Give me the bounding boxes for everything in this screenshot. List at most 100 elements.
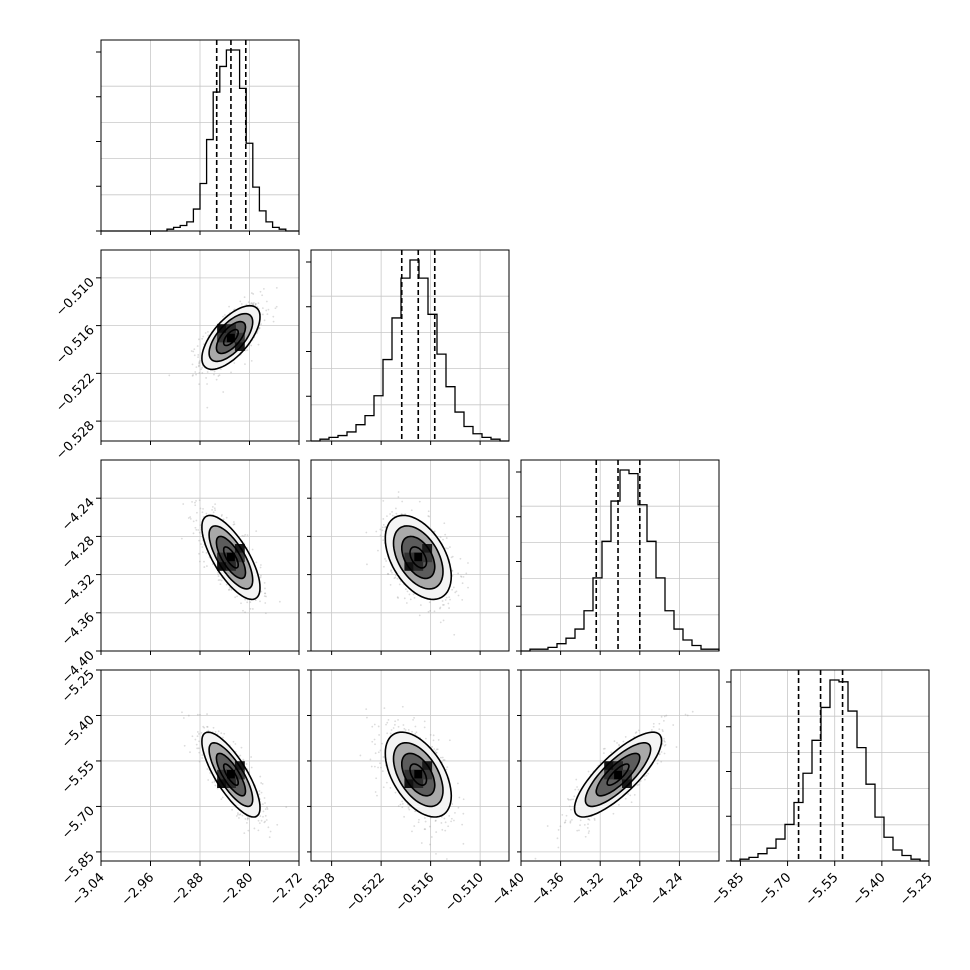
scatter-point [244,818,247,820]
scatter-point [396,596,399,599]
scatter-point [209,772,212,774]
scatter-point [385,781,388,784]
scatter-point [263,592,266,595]
y-tick-label: −5.70 [59,804,98,843]
scatter-point [264,602,267,604]
scatter-panel-0-3 [100,669,300,862]
scatter-point [206,371,209,373]
panel-frame [520,459,720,652]
scatter-point [198,364,200,367]
scatter-point [379,762,381,765]
scatter-point [236,595,238,598]
scatter-point [386,572,389,575]
scatter-point [652,725,655,728]
scatter-point [385,560,388,562]
scatter-point [182,503,185,505]
scatter-point [661,729,664,731]
density-cell [422,544,433,554]
x-tick-label: −4.24 [647,870,686,909]
scatter-point [446,766,449,769]
scatter-point [257,819,260,822]
scatter-point [198,733,200,735]
scatter-point [249,607,252,610]
scatter-point [386,515,388,518]
scatter-point [245,303,248,306]
x-tick-label: −0.516 [393,870,438,915]
scatter-point [193,354,196,357]
scatter-point [402,724,405,726]
scatter-point [380,766,382,769]
scatter-point [206,713,208,715]
scatter-point [467,562,469,564]
scatter-point [377,549,379,552]
contour-line [606,763,630,786]
scatter-point [244,533,247,536]
scatter-point [382,565,385,568]
scatter-point [593,819,596,821]
scatter-point [192,532,195,535]
scatter-point [381,526,384,529]
scatter-point [637,729,640,732]
scatter-point [445,596,448,599]
scatter-point [198,361,201,364]
scatter-point [391,571,393,574]
scatter-point [444,599,447,601]
x-tick-label: −4.28 [608,870,647,909]
scatter-point [206,726,209,728]
scatter-point [220,798,223,801]
scatter-point [397,805,400,808]
panel-frame [730,669,930,862]
scatter-point [249,601,252,604]
scatter-point [244,598,247,601]
scatter-point [252,293,255,295]
scatter-point [243,535,245,538]
scatter-point [247,817,249,820]
scatter-point [217,573,219,576]
scatter-point [394,576,397,579]
scatter-point [415,731,418,734]
scatter-point [423,817,426,819]
scatter-point [213,370,216,373]
scatter-point [198,362,201,365]
scatter-point [658,753,661,755]
scatter-point [264,592,267,595]
scatter-point [239,300,242,303]
scatter-point [232,523,235,526]
density-cell [404,561,415,571]
histogram-step [311,259,509,442]
y-tick-label: −4.28 [59,534,98,573]
scatter-point [450,817,453,820]
contour-line [401,535,436,580]
scatter-point [191,363,194,366]
scatter-point [201,372,204,374]
scatter-point [460,576,463,578]
scatter-point [220,515,223,517]
scatter-point [198,539,200,542]
scatter-point [393,723,396,726]
scatter-point [373,738,376,741]
scatter-point [411,830,413,833]
scatter-point [383,707,386,710]
scatter-point [219,583,222,586]
scatter-point [382,499,385,502]
scatter-point [265,819,268,821]
scatter-point [238,817,240,819]
scatter-point [663,752,666,755]
scatter-point [371,725,374,728]
scatter-point [205,512,208,515]
scatter-point [583,823,586,826]
scatter-point [215,378,218,381]
scatter-point [195,743,198,746]
scatter-point [198,560,201,563]
scatter-point [633,735,635,738]
scatter-point [377,751,380,754]
x-tick-label: −5.40 [850,870,889,909]
density-cell [604,761,615,771]
scatter-point [435,752,438,754]
scatter-point [257,829,260,832]
density-cell [604,769,615,780]
density-cell [217,324,227,334]
scatter-point [434,750,437,752]
scatter-point [253,302,255,304]
